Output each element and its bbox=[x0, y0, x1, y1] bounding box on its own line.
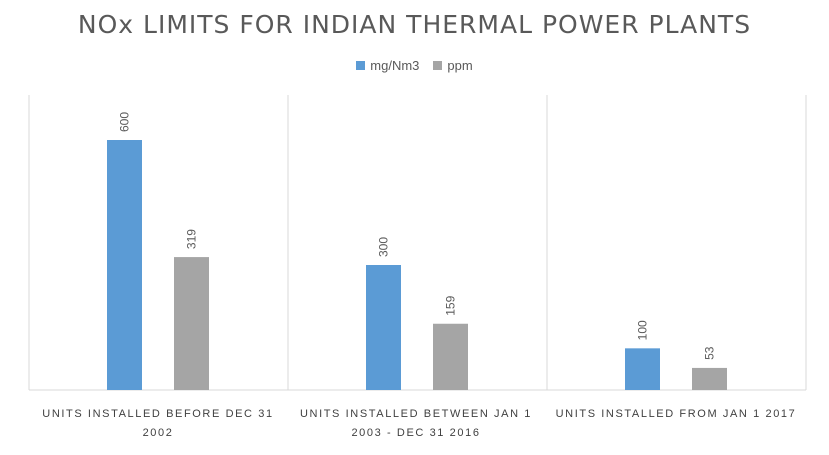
bar-mg-nm3-3 bbox=[625, 348, 660, 390]
data-label-mg-nm3-3: 100 bbox=[636, 320, 650, 340]
data-label-mg-nm3-1: 600 bbox=[118, 112, 132, 132]
category-label-1: UNITS INSTALLED BEFORE DEC 31 2002 bbox=[33, 405, 283, 443]
legend-label-mg-nm3: mg/Nm3 bbox=[370, 58, 420, 73]
bar-ppm-3 bbox=[692, 367, 727, 390]
category-label-2: UNITS INSTALLED BETWEEN JAN 1 2003 - DEC… bbox=[291, 405, 541, 443]
chart-title: NOx LIMITS FOR INDIAN THERMAL POWER PLAN… bbox=[77, 10, 752, 39]
bar-ppm-1 bbox=[174, 257, 209, 390]
legend-label-ppm: ppm bbox=[447, 58, 473, 73]
bar-mg-nm3-1 bbox=[107, 140, 142, 390]
category-label-1-line-2: 2002 bbox=[142, 427, 174, 439]
legend-swatch-ppm bbox=[433, 61, 443, 70]
category-label-2-line-2: 2003 - DEC 31 2016 bbox=[351, 427, 481, 439]
category-label-3-line-1: UNITS INSTALLED FROM JAN 1 2017 bbox=[555, 408, 797, 420]
legend-item-ppm: ppm bbox=[433, 58, 473, 73]
category-label-3: UNITS INSTALLED FROM JAN 1 2017 bbox=[551, 405, 801, 424]
data-label-mg-nm3-2: 300 bbox=[377, 237, 391, 257]
data-label-ppm-1: 319 bbox=[185, 229, 199, 249]
data-label-ppm-3: 53 bbox=[703, 346, 717, 360]
category-label-1-line-1: UNITS INSTALLED BEFORE DEC 31 bbox=[42, 408, 274, 420]
bar-mg-nm3-2 bbox=[366, 265, 401, 390]
bar-ppm-2 bbox=[433, 323, 468, 390]
category-label-2-line-1: UNITS INSTALLED BETWEEN JAN 1 bbox=[299, 408, 532, 420]
legend: mg/Nm3 ppm bbox=[0, 58, 829, 73]
legend-swatch-mg-nm3 bbox=[356, 61, 366, 70]
data-label-ppm-2: 159 bbox=[444, 295, 458, 315]
legend-item-mg-nm3: mg/Nm3 bbox=[356, 58, 419, 73]
